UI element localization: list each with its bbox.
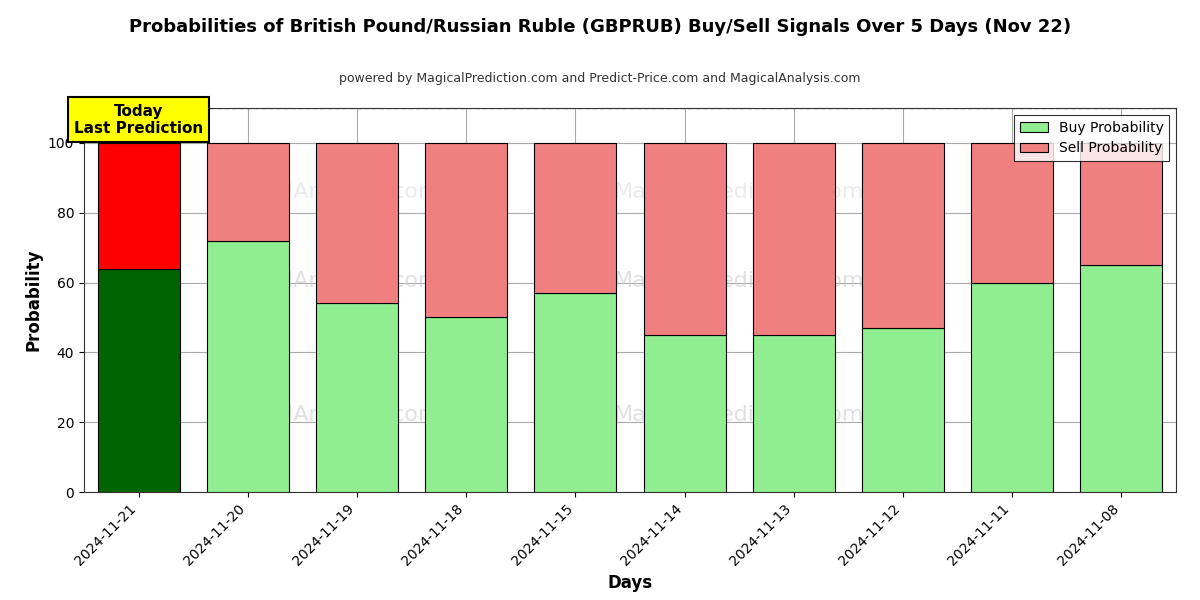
- Bar: [643, 143, 726, 335]
- Bar: [534, 143, 617, 293]
- Legend: Buy Probability, Sell Probability: Buy Probability, Sell Probability: [1014, 115, 1169, 161]
- Bar: [425, 317, 508, 492]
- Text: MagicalPrediction.com: MagicalPrediction.com: [614, 405, 864, 425]
- Bar: [752, 335, 835, 492]
- Bar: [206, 241, 289, 492]
- Bar: [97, 143, 180, 269]
- Bar: [316, 304, 398, 492]
- Bar: [206, 143, 289, 241]
- X-axis label: Days: Days: [607, 574, 653, 592]
- Text: MagicalPrediction.com: MagicalPrediction.com: [614, 182, 864, 202]
- Bar: [862, 328, 944, 492]
- Bar: [862, 143, 944, 328]
- Text: MagicalPrediction.com: MagicalPrediction.com: [614, 271, 864, 291]
- Text: Today
Last Prediction: Today Last Prediction: [74, 104, 203, 136]
- Bar: [316, 143, 398, 304]
- Text: MagicalAnalysis.com: MagicalAnalysis.com: [209, 271, 440, 291]
- Bar: [643, 335, 726, 492]
- Text: MagicalAnalysis.com: MagicalAnalysis.com: [209, 182, 440, 202]
- Bar: [752, 143, 835, 335]
- Bar: [1080, 143, 1163, 265]
- Bar: [425, 143, 508, 317]
- Text: powered by MagicalPrediction.com and Predict-Price.com and MagicalAnalysis.com: powered by MagicalPrediction.com and Pre…: [340, 72, 860, 85]
- Bar: [1080, 265, 1163, 492]
- Bar: [534, 293, 617, 492]
- Text: Probabilities of British Pound/Russian Ruble (GBPRUB) Buy/Sell Signals Over 5 Da: Probabilities of British Pound/Russian R…: [128, 18, 1072, 36]
- Text: MagicalAnalysis.com: MagicalAnalysis.com: [209, 405, 440, 425]
- Bar: [97, 269, 180, 492]
- Bar: [971, 283, 1054, 492]
- Y-axis label: Probability: Probability: [24, 249, 42, 351]
- Bar: [971, 143, 1054, 283]
